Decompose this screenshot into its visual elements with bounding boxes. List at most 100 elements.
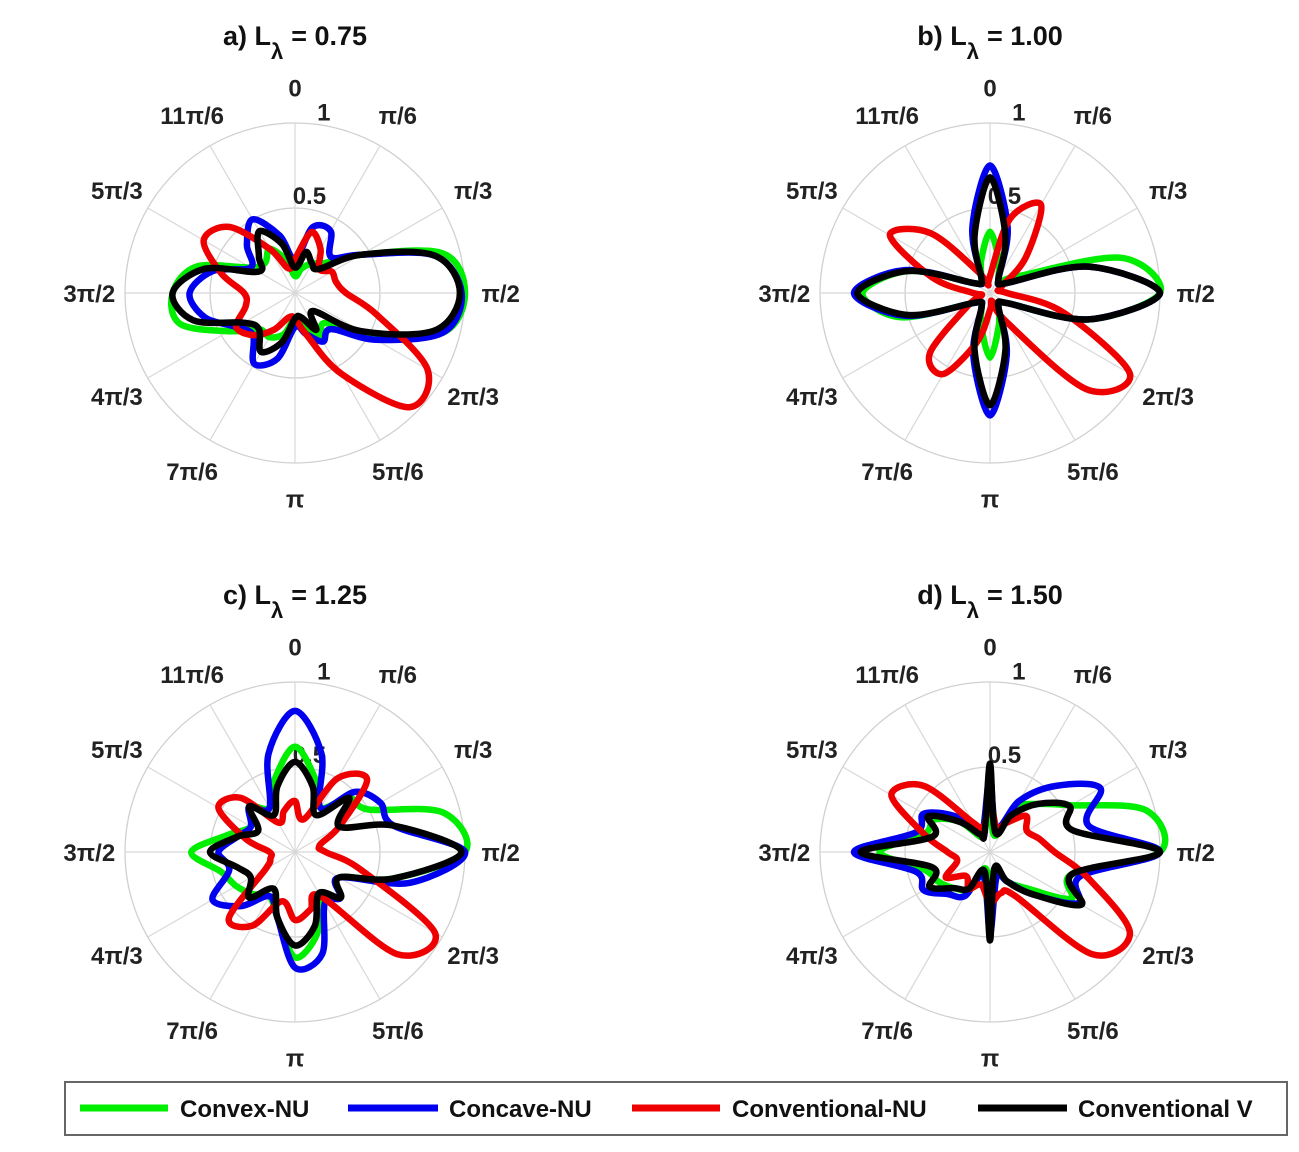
theta-tick-label: 7π/6 xyxy=(861,1018,913,1045)
grid-spoke xyxy=(989,766,1138,853)
r-tick-label: 1 xyxy=(317,99,330,126)
theta-tick-label: π/3 xyxy=(454,178,492,205)
grid-spoke xyxy=(147,292,296,379)
legend-item-conventional-nu: Conventional-NU xyxy=(632,1096,927,1123)
theta-tick-label: 7π/6 xyxy=(166,459,218,486)
theta-tick-label: π/3 xyxy=(1149,737,1187,764)
series-concave-nu xyxy=(186,216,466,369)
r-tick-label: 1 xyxy=(317,658,330,685)
legend-label: Concave-NU xyxy=(449,1096,592,1123)
theta-tick-label: π/6 xyxy=(1074,662,1112,689)
plot-title: a) Lλ = 0.75 xyxy=(223,21,367,64)
title-prefix: a) L xyxy=(223,21,271,51)
theta-tick-label: 3π/2 xyxy=(758,840,810,867)
r-tick-label: 1 xyxy=(1012,658,1025,685)
theta-tick-label: 4π/3 xyxy=(91,384,143,411)
plot-title: d) Lλ = 1.50 xyxy=(917,580,1063,623)
legend-item-conventional-v: Conventional V xyxy=(978,1096,1253,1123)
theta-tick-label: 11π/6 xyxy=(160,103,224,130)
theta-tick-label: 3π/2 xyxy=(758,281,810,308)
series-conventional-v xyxy=(854,174,1164,409)
grid-spoke xyxy=(842,766,991,853)
grid-spoke xyxy=(209,704,296,853)
theta-tick-label: 4π/3 xyxy=(91,943,143,970)
legend-item-concave-nu: Concave-NU xyxy=(348,1096,592,1123)
legend: Convex-NU Concave-NU Conventional-NU Conven… xyxy=(64,1081,1288,1136)
theta-tick-label: 5π/3 xyxy=(786,737,838,764)
theta-tick-label: 5π/6 xyxy=(372,1018,424,1045)
title-prefix: d) L xyxy=(917,580,966,610)
legend-label: Conventional-NU xyxy=(732,1096,927,1123)
theta-tick-label: 2π/3 xyxy=(447,943,499,970)
title-suffix: = 1.00 xyxy=(987,21,1063,51)
polar-plot-a: 0 π/6 π/3 π/2 2π/3 5π/6 π 7π/6 4π/3 3π/2 5π/3 11π/6… xyxy=(63,21,519,514)
theta-tick-label: π xyxy=(286,487,304,514)
grid-spoke xyxy=(989,851,1138,938)
theta-tick-label: 5π/3 xyxy=(91,178,143,205)
series-conventional-v xyxy=(206,758,465,949)
theta-tick-label: 2π/3 xyxy=(1142,943,1194,970)
theta-tick-label: 7π/6 xyxy=(861,459,913,486)
theta-tick-label: 5π/3 xyxy=(786,178,838,205)
title-subscript: λ xyxy=(271,39,283,64)
theta-tick-label: 3π/2 xyxy=(63,840,115,867)
theta-tick-label: 7π/6 xyxy=(166,1018,218,1045)
polar-plot-b: 0 π/6 π/3 π/2 2π/3 5π/6 π 7π/6 4π/3 3π/2 5π/3 11π/6… xyxy=(758,21,1214,514)
title-prefix: c) L xyxy=(223,580,271,610)
plot-title: c) Lλ = 1.25 xyxy=(223,580,367,623)
theta-tick-label: 4π/3 xyxy=(786,943,838,970)
title-suffix: = 1.25 xyxy=(291,580,367,610)
theta-tick-label: π/2 xyxy=(482,281,520,308)
theta-tick-label: 5π/3 xyxy=(91,737,143,764)
polar-plots: 0π/6π/3π/22π/35π/6π7π/64π/33π/25π/311π/6… xyxy=(63,21,1214,1073)
grid-spoke xyxy=(147,207,296,294)
r-tick-label: 0.5 xyxy=(293,183,326,210)
theta-tick-label: π/6 xyxy=(1074,103,1112,130)
theta-tick-label: 5π/6 xyxy=(372,459,424,486)
series-concave-nu xyxy=(209,707,469,973)
theta-tick-label: 0 xyxy=(983,75,996,102)
grid-spoke xyxy=(294,207,443,294)
grid-spoke xyxy=(294,851,381,1000)
r-tick-label: 1 xyxy=(1012,99,1025,126)
theta-tick-label: 11π/6 xyxy=(160,662,224,689)
grid-spoke xyxy=(294,145,381,294)
series-conventional-v xyxy=(169,227,464,356)
legend-label: Convex-NU xyxy=(180,1096,309,1123)
title-subscript: λ xyxy=(967,598,979,623)
theta-tick-label: π/2 xyxy=(1177,840,1215,867)
series-conventional-v xyxy=(857,760,1164,944)
theta-tick-label: 0 xyxy=(288,634,301,661)
legend-item-convex-nu: Convex-NU xyxy=(80,1096,309,1123)
polar-plot-c: 0 π/6 π/3 π/2 2π/3 5π/6 π 7π/6 4π/3 3π/2 5π/3 11π/6… xyxy=(63,580,519,1073)
title-suffix: = 0.75 xyxy=(291,21,367,51)
theta-tick-label: 5π/6 xyxy=(1067,1018,1119,1045)
grid-spoke xyxy=(842,851,991,938)
theta-tick-label: 3π/2 xyxy=(63,281,115,308)
theta-tick-label: π xyxy=(981,1046,999,1073)
title-subscript: λ xyxy=(271,598,283,623)
theta-tick-label: 11π/6 xyxy=(855,103,919,130)
theta-tick-label: π/3 xyxy=(1149,178,1187,205)
theta-tick-label: 11π/6 xyxy=(855,662,919,689)
grid-spoke xyxy=(209,292,296,441)
theta-tick-label: π/6 xyxy=(379,103,417,130)
theta-tick-label: π/3 xyxy=(454,737,492,764)
theta-tick-label: 2π/3 xyxy=(447,384,499,411)
polar-plot-d: 0 π/6 π/3 π/2 2π/3 5π/6 π 7π/6 4π/3 3π/2 5π/3 11π/6… xyxy=(758,580,1214,1073)
theta-tick-label: π/6 xyxy=(379,662,417,689)
theta-tick-label: 0 xyxy=(288,75,301,102)
theta-tick-label: 5π/6 xyxy=(1067,459,1119,486)
legend-label: Conventional V xyxy=(1078,1096,1253,1123)
theta-tick-label: π/2 xyxy=(1177,281,1215,308)
title-suffix: = 1.50 xyxy=(987,580,1063,610)
plot-title: b) Lλ = 1.00 xyxy=(917,21,1063,64)
theta-tick-label: 0 xyxy=(983,634,996,661)
theta-tick-label: 2π/3 xyxy=(1142,384,1194,411)
title-subscript: λ xyxy=(967,39,979,64)
grid-spoke xyxy=(294,851,443,938)
theta-tick-label: π xyxy=(286,1046,304,1073)
theta-tick-label: π xyxy=(981,487,999,514)
theta-tick-label: π/2 xyxy=(482,840,520,867)
